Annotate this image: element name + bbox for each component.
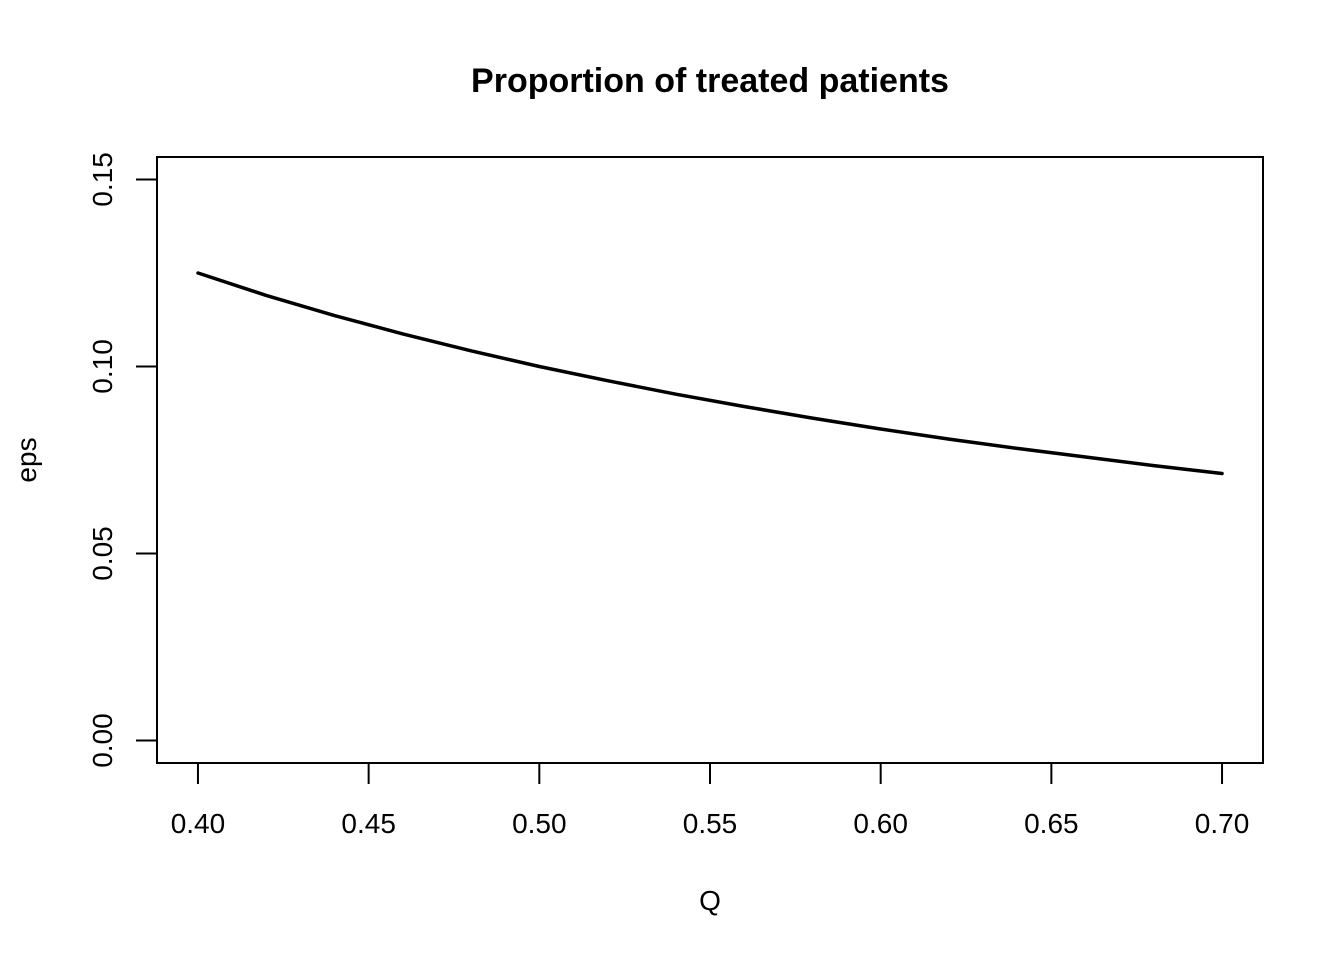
y-tick-label: 0.05 bbox=[87, 526, 118, 581]
x-axis-label: Q bbox=[699, 885, 721, 916]
x-tick-label: 0.60 bbox=[853, 808, 908, 839]
x-tick-label: 0.55 bbox=[683, 808, 738, 839]
y-tick-label: 0.15 bbox=[87, 152, 118, 207]
x-axis: 0.40 0.45 0.50 0.55 0.60 0.65 0.70 bbox=[171, 762, 1250, 839]
y-tick-label: 0.00 bbox=[87, 713, 118, 768]
x-tick-label: 0.70 bbox=[1195, 808, 1250, 839]
x-tick-label: 0.65 bbox=[1024, 808, 1079, 839]
series-group bbox=[196, 271, 1224, 476]
x-tick-label: 0.40 bbox=[171, 808, 226, 839]
y-axis-label: eps bbox=[11, 437, 42, 482]
series-line bbox=[196, 271, 1224, 476]
x-tick-label: 0.50 bbox=[512, 808, 567, 839]
y-tick-label: 0.10 bbox=[87, 339, 118, 394]
x-tick-label: 0.45 bbox=[341, 808, 396, 839]
y-axis: 0.00 0.05 0.10 0.15 bbox=[87, 152, 158, 768]
chart-title: Proportion of treated patients bbox=[471, 62, 949, 100]
